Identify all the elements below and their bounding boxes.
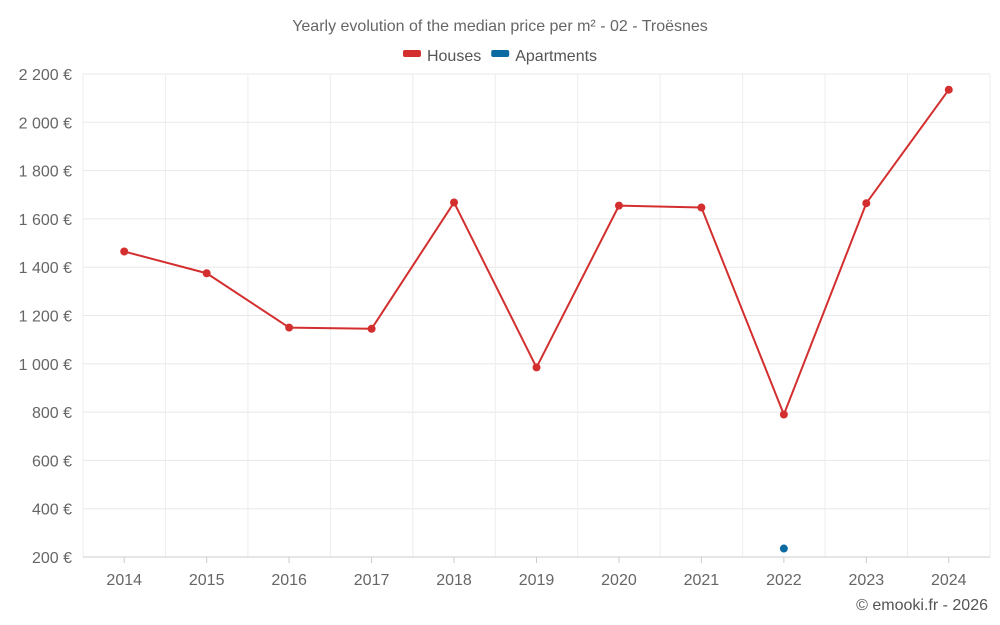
y-tick-label: 600 € bbox=[32, 453, 72, 470]
data-point-houses[interactable] bbox=[862, 199, 871, 208]
y-tick-label: 400 € bbox=[32, 502, 72, 519]
data-point-houses[interactable] bbox=[779, 410, 788, 419]
x-tick-label: 2024 bbox=[931, 572, 967, 589]
data-point-houses[interactable] bbox=[367, 324, 376, 333]
data-point-houses[interactable] bbox=[285, 323, 294, 332]
y-tick-label: 800 € bbox=[32, 405, 72, 422]
series-layer bbox=[120, 85, 953, 553]
y-tick-label: 1 400 € bbox=[19, 260, 72, 277]
credit-text: © emooki.fr - 2026 bbox=[856, 597, 988, 614]
x-tick-label: 2014 bbox=[106, 572, 142, 589]
legend-swatch-houses bbox=[402, 50, 421, 57]
data-point-houses[interactable] bbox=[450, 198, 459, 207]
data-point-houses[interactable] bbox=[944, 85, 953, 94]
x-tick-label: 2015 bbox=[189, 572, 225, 589]
data-point-apartments[interactable] bbox=[779, 544, 788, 553]
y-tick-label: 1 800 € bbox=[19, 164, 72, 181]
data-point-houses[interactable] bbox=[202, 269, 211, 278]
data-point-houses[interactable] bbox=[532, 363, 541, 372]
x-tick-label: 2016 bbox=[271, 572, 307, 589]
x-tick-label: 2018 bbox=[436, 572, 472, 589]
y-tick-label: 1 600 € bbox=[19, 212, 72, 229]
legend-swatch-apartments bbox=[491, 50, 510, 57]
grid-lines bbox=[82, 73, 991, 558]
x-tick-label: 2017 bbox=[354, 572, 390, 589]
x-tick-label: 2021 bbox=[684, 572, 720, 589]
y-tick-label: 200 € bbox=[32, 550, 72, 567]
x-tick-label: 2022 bbox=[766, 572, 802, 589]
data-point-houses[interactable] bbox=[120, 247, 129, 256]
data-point-houses[interactable] bbox=[697, 203, 706, 212]
legend: Houses Apartments bbox=[402, 48, 597, 65]
y-tick-label: 2 200 € bbox=[19, 67, 72, 84]
chart-title: Yearly evolution of the median price per… bbox=[292, 18, 708, 35]
x-tick-label: 2019 bbox=[519, 572, 555, 589]
y-tick-label: 2 000 € bbox=[19, 115, 72, 132]
y-tick-label: 1 200 € bbox=[19, 309, 72, 326]
y-tick-label: 1 000 € bbox=[19, 357, 72, 374]
legend-label-apartments[interactable]: Apartments bbox=[515, 48, 597, 65]
x-tick-label: 2023 bbox=[849, 572, 885, 589]
x-tick-label: 2020 bbox=[601, 572, 637, 589]
axes: 200 € 400 € 600 € 800 € 1 000 € 1 200 € 1 400 … bbox=[19, 67, 990, 589]
legend-label-houses[interactable]: Houses bbox=[427, 48, 481, 65]
data-point-houses[interactable] bbox=[614, 201, 623, 210]
